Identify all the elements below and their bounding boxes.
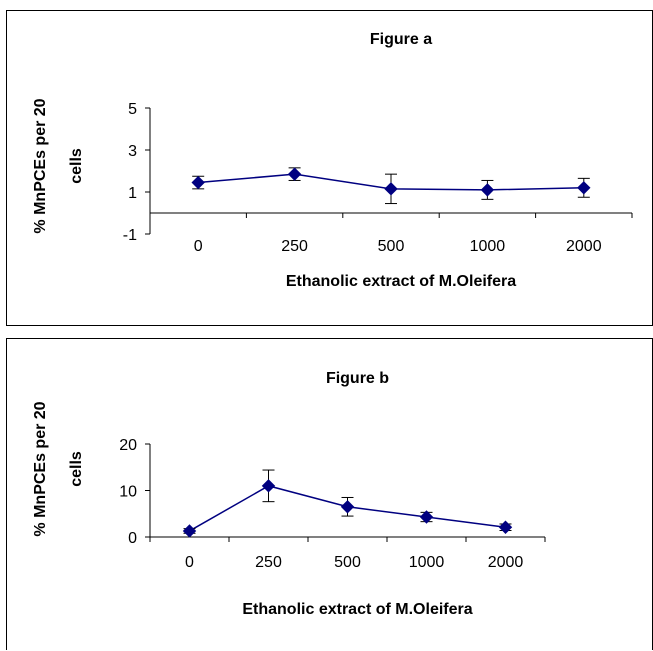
y-tick-label: 3	[128, 143, 137, 160]
y-axis-title-line1: % MnPCEs per 20	[32, 401, 49, 536]
x-tick-label: 1000	[409, 554, 445, 571]
data-point-marker	[498, 520, 513, 534]
y-tick-label: 5	[128, 101, 137, 118]
data-point-marker	[384, 182, 398, 196]
y-axis-title-line2: cells	[68, 148, 85, 184]
data-point-marker	[191, 175, 205, 190]
x-tick-label: 2000	[566, 238, 602, 255]
data-point-marker	[480, 183, 495, 197]
data-point-marker	[577, 181, 591, 195]
data-point-marker	[419, 510, 434, 524]
x-tick-label: 1000	[470, 238, 506, 255]
y-tick-label: 10	[119, 484, 137, 501]
x-axis-title: Ethanolic extract of M.Oleifera	[242, 601, 472, 618]
y-axis-title-line2: cells	[68, 451, 85, 487]
chart-panel-b: Figure b 20 10 0 0 250 500 1000 2000 Ethanolic ex…	[6, 338, 653, 650]
x-axis-title: Ethanolic extract of M.Oleifera	[286, 273, 516, 290]
y-axis-title-line1: % MnPCEs per 20	[32, 98, 49, 233]
chart-panel-a: Figure a 5 3 1 -1 0 250 500 1000 2000 Ethanolic ex…	[6, 10, 653, 326]
data-point-marker	[261, 479, 276, 493]
chart-a-svg: Figure a 5 3 1 -1 0 250 500 1000 2000 Ethanolic ex…	[32, 31, 633, 290]
chart-title: Figure a	[370, 31, 432, 48]
chart-title: Figure b	[326, 370, 389, 387]
y-axis-title: % MnPCEs per 20 cells	[32, 98, 85, 233]
y-tick-label: 20	[119, 437, 137, 454]
x-tick-label: 250	[255, 554, 282, 571]
x-tick-label: 500	[378, 238, 405, 255]
data-point-marker	[287, 167, 302, 181]
y-axis-title: % MnPCEs per 20 cells	[32, 401, 85, 536]
x-tick-label: 500	[334, 554, 361, 571]
x-tick-label: 0	[185, 554, 194, 571]
y-tick-label: 1	[128, 185, 137, 202]
x-tick-label: 2000	[488, 554, 524, 571]
x-tick-label: 250	[281, 238, 308, 255]
data-point-marker	[182, 524, 197, 538]
y-tick-label: 0	[128, 530, 137, 547]
data-point-marker	[340, 500, 355, 514]
y-tick-label: -1	[123, 227, 137, 244]
x-tick-label: 0	[194, 238, 203, 255]
